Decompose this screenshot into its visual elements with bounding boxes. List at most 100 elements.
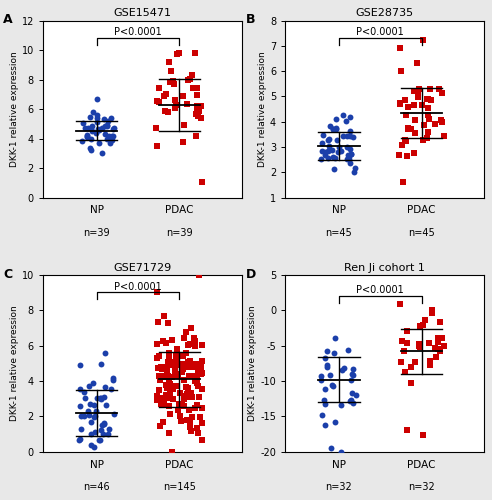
Point bbox=[426, 356, 433, 364]
Point bbox=[180, 360, 188, 368]
Point bbox=[184, 100, 191, 108]
Point bbox=[328, 146, 336, 154]
Point bbox=[438, 89, 446, 97]
Point bbox=[184, 342, 191, 349]
Point bbox=[77, 412, 85, 420]
Point bbox=[164, 318, 172, 326]
Point bbox=[195, 368, 203, 376]
Point bbox=[331, 154, 338, 162]
Text: A: A bbox=[3, 14, 13, 26]
Point bbox=[431, 344, 439, 352]
Point bbox=[91, 402, 98, 409]
Point bbox=[349, 365, 357, 373]
Point bbox=[197, 114, 205, 122]
Point bbox=[419, 321, 427, 329]
Point bbox=[184, 392, 191, 400]
Point bbox=[179, 366, 187, 374]
Point bbox=[349, 399, 357, 407]
Point bbox=[186, 372, 194, 380]
Point bbox=[103, 135, 111, 143]
Point bbox=[192, 84, 200, 92]
Point bbox=[331, 418, 339, 426]
Point bbox=[340, 364, 348, 372]
Text: n=39: n=39 bbox=[166, 228, 193, 238]
Point bbox=[183, 362, 191, 370]
Point bbox=[346, 113, 354, 121]
Point bbox=[89, 108, 96, 116]
Text: B: B bbox=[246, 14, 255, 26]
Point bbox=[105, 132, 113, 140]
Point bbox=[419, 36, 427, 44]
Point bbox=[188, 414, 196, 422]
Point bbox=[318, 139, 326, 147]
Point bbox=[104, 430, 112, 438]
Point bbox=[348, 370, 356, 378]
Point bbox=[188, 70, 196, 78]
Point bbox=[88, 430, 95, 438]
Y-axis label: DKK-1 relative expression: DKK-1 relative expression bbox=[10, 306, 19, 421]
Point bbox=[164, 358, 172, 366]
Text: n=145: n=145 bbox=[163, 482, 196, 492]
Point bbox=[424, 96, 431, 104]
Point bbox=[421, 316, 429, 324]
Point bbox=[176, 389, 184, 397]
Point bbox=[180, 334, 187, 342]
Point bbox=[428, 309, 436, 317]
Point bbox=[404, 124, 412, 132]
Text: n=32: n=32 bbox=[326, 482, 352, 492]
Point bbox=[194, 428, 202, 436]
Point bbox=[159, 337, 167, 345]
Point bbox=[95, 139, 103, 147]
Point bbox=[162, 373, 170, 381]
Point bbox=[197, 363, 205, 371]
Point bbox=[175, 400, 183, 408]
Point bbox=[413, 59, 421, 67]
Point bbox=[321, 148, 329, 156]
Point bbox=[162, 382, 170, 390]
Point bbox=[198, 357, 206, 365]
Point bbox=[177, 418, 184, 426]
Point bbox=[178, 368, 185, 376]
Point bbox=[92, 118, 100, 126]
Point bbox=[401, 136, 409, 143]
Point bbox=[197, 360, 205, 368]
Point bbox=[197, 102, 205, 110]
Point bbox=[440, 342, 448, 349]
Point bbox=[165, 428, 173, 436]
Point bbox=[195, 270, 203, 278]
Point bbox=[97, 394, 105, 402]
Point bbox=[163, 367, 171, 375]
Point bbox=[168, 373, 176, 381]
Point bbox=[197, 360, 205, 368]
Point bbox=[86, 144, 94, 152]
Point bbox=[338, 366, 346, 374]
Point bbox=[156, 364, 164, 372]
Point bbox=[154, 318, 161, 326]
Point bbox=[192, 110, 200, 118]
Point bbox=[319, 132, 327, 140]
Point bbox=[403, 152, 411, 160]
Point bbox=[347, 150, 355, 158]
Point bbox=[110, 410, 118, 418]
Point bbox=[165, 58, 173, 66]
Point bbox=[153, 124, 160, 132]
Point bbox=[407, 362, 415, 370]
Point bbox=[188, 393, 196, 401]
Point bbox=[182, 350, 189, 358]
Point bbox=[401, 138, 409, 145]
Point bbox=[76, 435, 84, 443]
Point bbox=[184, 76, 192, 84]
Point bbox=[333, 136, 340, 144]
Point bbox=[86, 113, 94, 121]
Point bbox=[325, 146, 333, 154]
Point bbox=[93, 114, 101, 122]
Point bbox=[101, 122, 109, 130]
Point bbox=[174, 406, 182, 414]
Point bbox=[403, 327, 411, 335]
Point bbox=[172, 354, 180, 362]
Point bbox=[193, 402, 201, 409]
Point bbox=[198, 369, 206, 377]
Point bbox=[156, 376, 164, 384]
Point bbox=[440, 132, 448, 140]
Point bbox=[155, 98, 163, 106]
